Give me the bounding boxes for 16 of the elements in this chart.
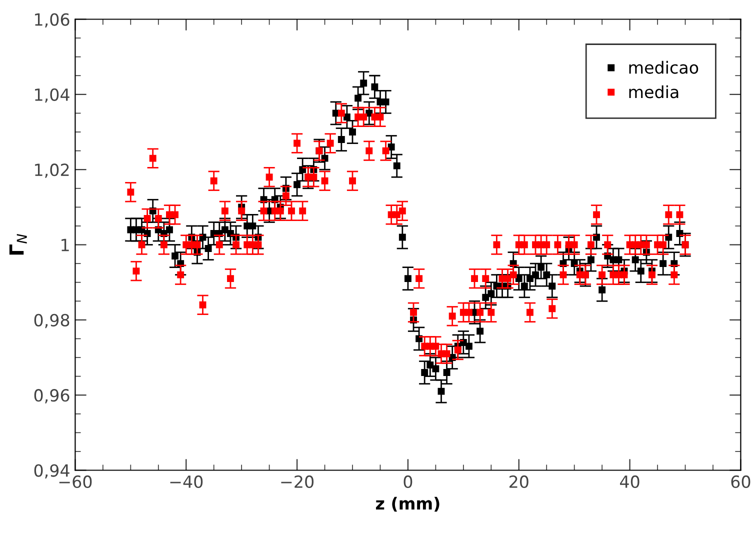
y-axis-title: Γ$_{N}$ — [9, 234, 27, 255]
x-tick-label: −20 — [281, 475, 314, 488]
legend-label: medicao — [629, 60, 698, 74]
y-tick-label: 0,98 — [34, 314, 70, 328]
x-tick-label: −40 — [170, 475, 203, 488]
x-tick-label: 40 — [620, 475, 640, 488]
x-tick-label: 20 — [509, 475, 528, 488]
x-axis-title: z (mm) — [376, 496, 440, 512]
y-tick-label: 1,02 — [35, 164, 69, 178]
legend-label: media — [629, 85, 678, 98]
y-tick-label: 1,04 — [35, 88, 70, 103]
x-tick-label: 60 — [731, 475, 750, 488]
y-tick-label: 1,06 — [35, 13, 70, 28]
y-tick-label: 0,96 — [34, 389, 70, 404]
x-tick-label: 0 — [404, 475, 412, 488]
y-tick-label: 1 — [62, 238, 69, 252]
